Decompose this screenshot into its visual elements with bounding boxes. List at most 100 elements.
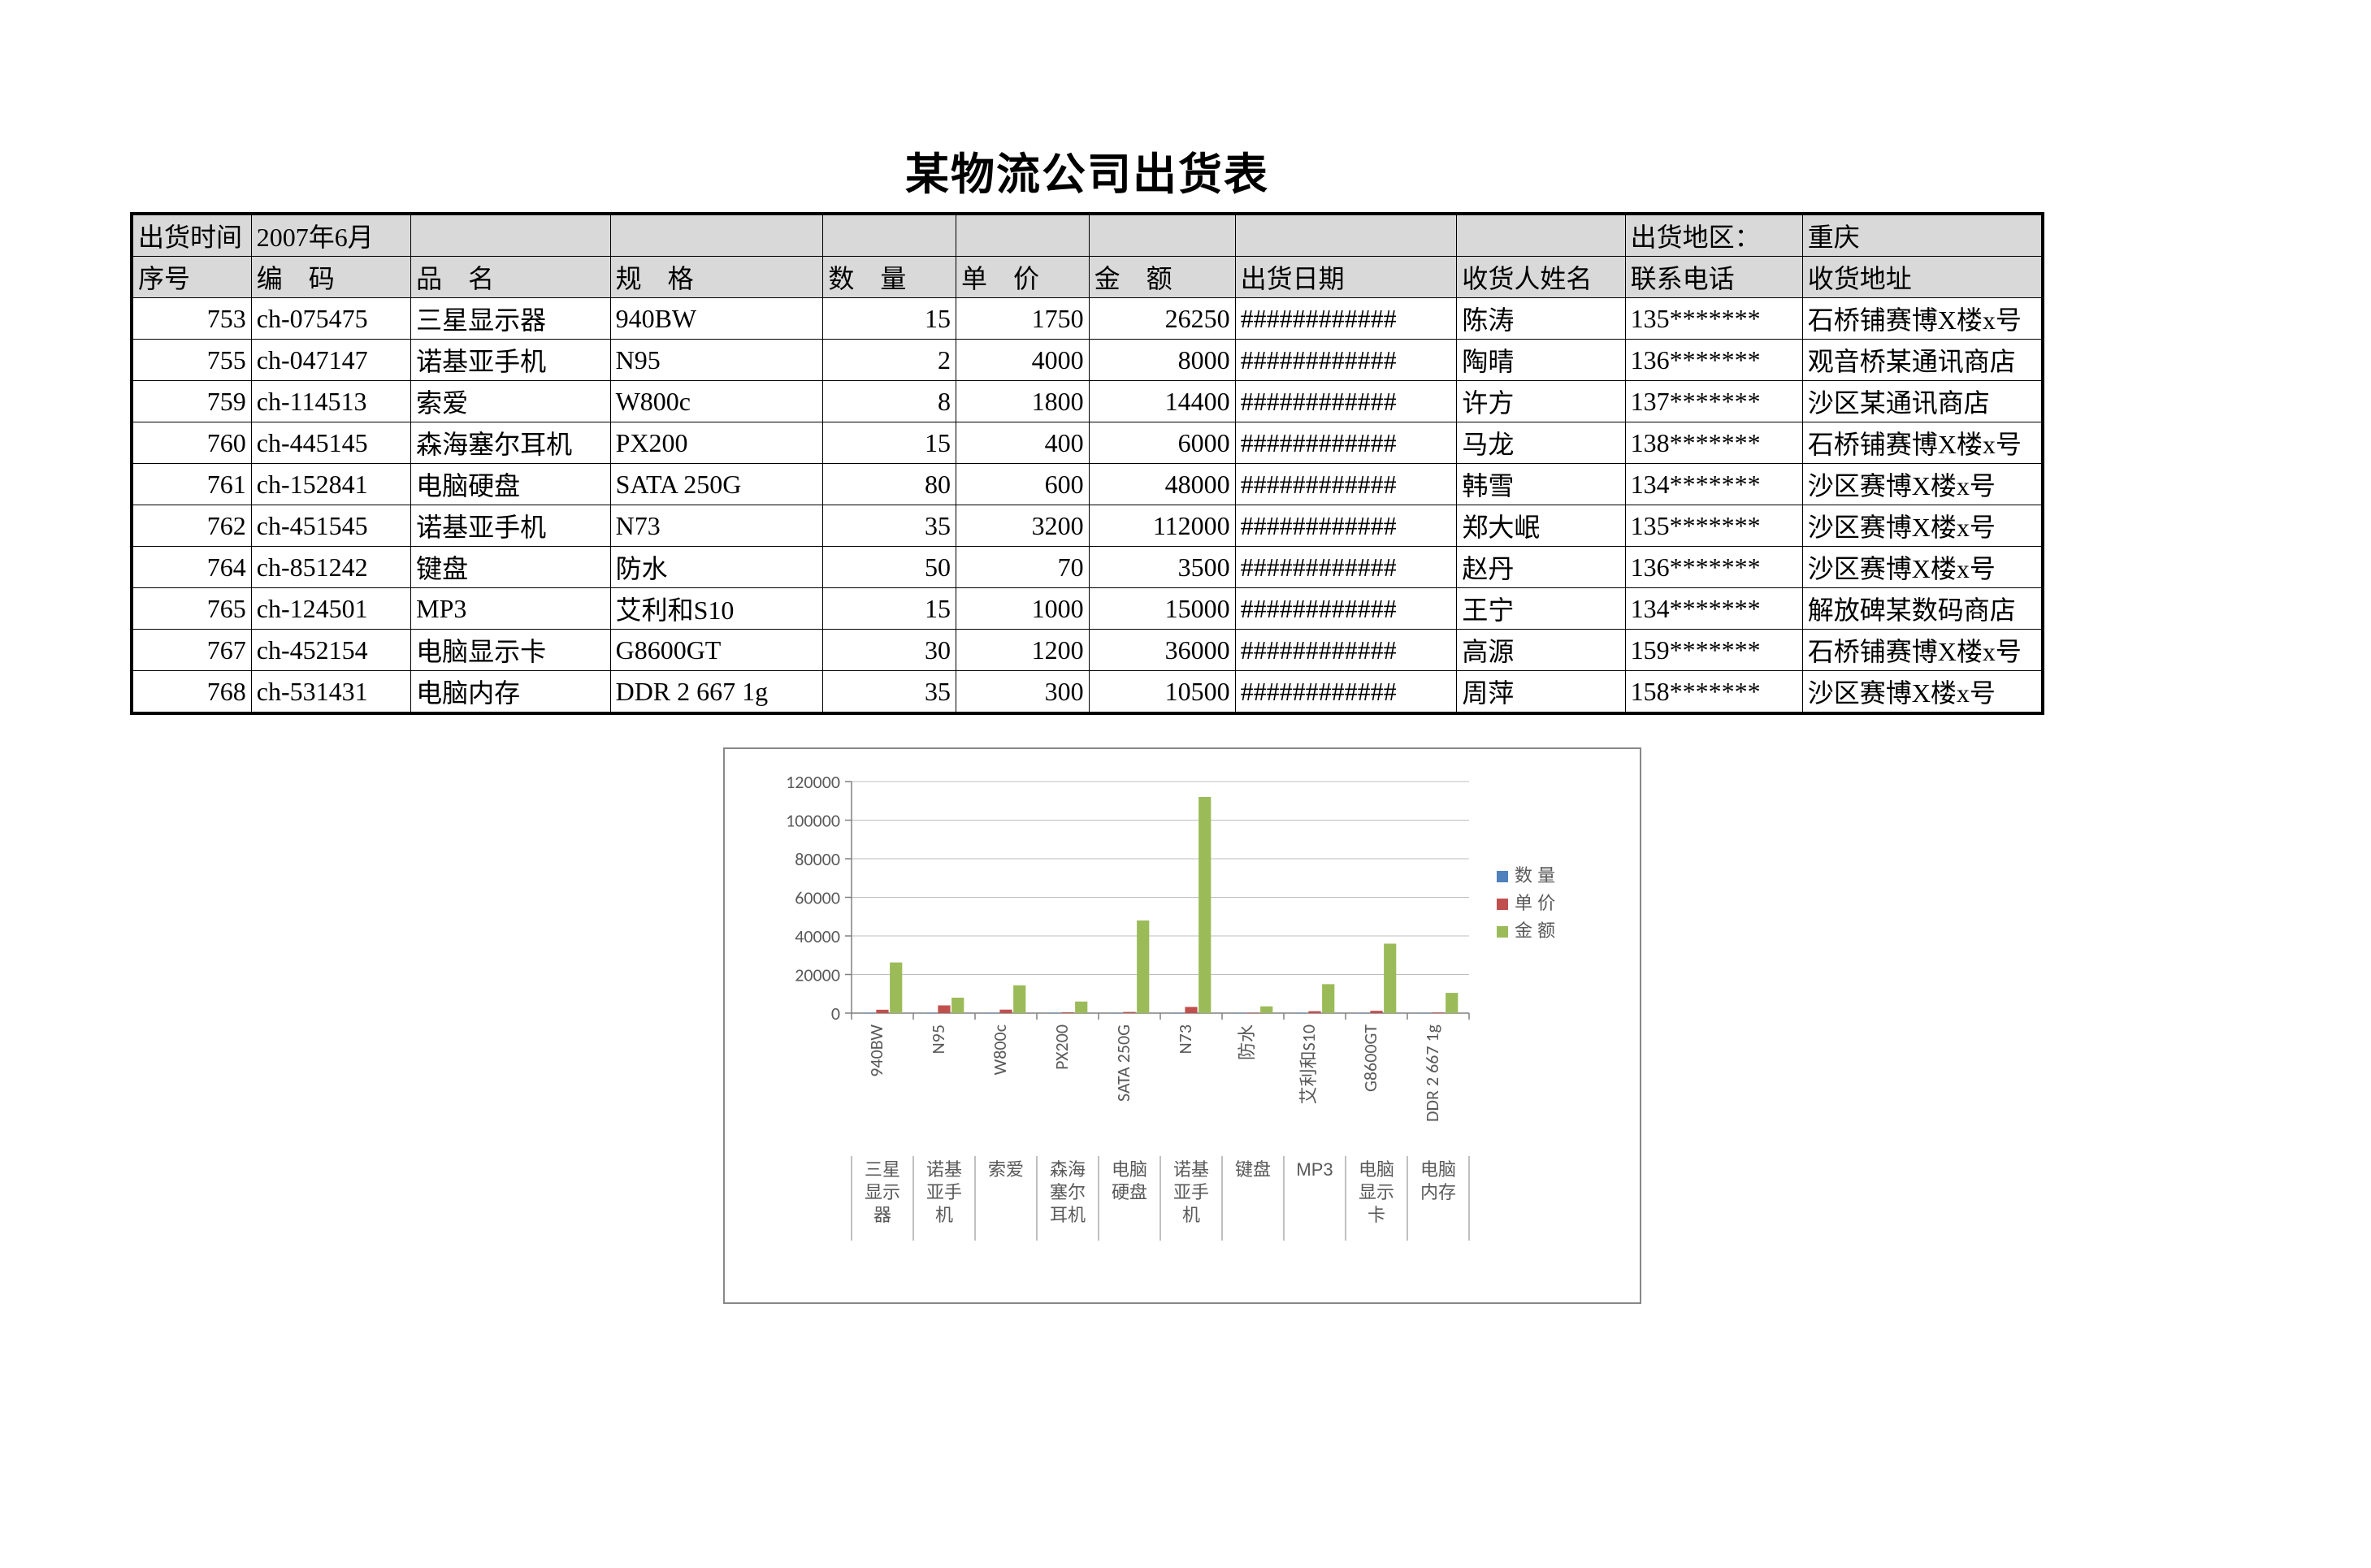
- svg-text:塞尔: 塞尔: [1050, 1182, 1086, 1202]
- cell: 2007年6月: [251, 214, 410, 257]
- cell: PX200: [610, 422, 823, 464]
- cell: 索爱: [411, 381, 610, 422]
- cell: 600: [956, 464, 1090, 505]
- cell: 6000: [1089, 422, 1235, 464]
- cell: 762: [132, 505, 251, 547]
- cell: 112000: [1089, 505, 1235, 547]
- cell: 石桥铺赛博X楼x号: [1802, 422, 2043, 464]
- cell: 序号: [132, 257, 251, 298]
- svg-text:数 量: 数 量: [1515, 865, 1555, 886]
- svg-text:电脑: 电脑: [1359, 1159, 1394, 1180]
- cell: DDR 2 667 1g: [610, 671, 823, 714]
- cell: 1800: [956, 381, 1090, 422]
- cell: [1089, 214, 1235, 257]
- cell: 单 价: [956, 257, 1090, 298]
- cell: 136*******: [1625, 340, 1802, 381]
- cell: 2: [823, 340, 956, 381]
- cell: 沙区赛博X楼x号: [1802, 505, 2043, 547]
- cell: 136*******: [1625, 547, 1802, 588]
- svg-text:G8600GT: G8600GT: [1359, 1024, 1381, 1092]
- svg-text:电脑: 电脑: [1420, 1159, 1456, 1180]
- cell: 135*******: [1625, 298, 1802, 340]
- cell: 15: [823, 422, 956, 464]
- cell: N95: [610, 340, 823, 381]
- svg-text:索爱: 索爱: [988, 1159, 1024, 1180]
- cell: 35: [823, 671, 956, 714]
- cell: 764: [132, 547, 251, 588]
- chart-container: 020000400006000080000100000120000940BWN9…: [723, 747, 1641, 1304]
- cell: ############: [1235, 340, 1457, 381]
- cell: 753: [132, 298, 251, 340]
- svg-text:940BW: 940BW: [865, 1024, 887, 1077]
- svg-text:键盘: 键盘: [1235, 1159, 1271, 1180]
- svg-text:60000: 60000: [795, 887, 840, 909]
- svg-text:森海: 森海: [1050, 1159, 1086, 1180]
- svg-text:20000: 20000: [795, 964, 840, 986]
- svg-text:W800c: W800c: [989, 1024, 1011, 1075]
- cell: 金 额: [1089, 257, 1235, 298]
- svg-text:PX200: PX200: [1051, 1024, 1073, 1070]
- cell: 4000: [956, 340, 1090, 381]
- cell: 158*******: [1625, 671, 1802, 714]
- cell: 70: [956, 547, 1090, 588]
- svg-text:防水: 防水: [1236, 1024, 1258, 1060]
- svg-text:N95: N95: [927, 1024, 949, 1055]
- cell: ch-114513: [251, 381, 410, 422]
- cell: 收货人姓名: [1457, 257, 1625, 298]
- cell: 规 格: [610, 257, 823, 298]
- cell: 观音桥某通讯商店: [1802, 340, 2043, 381]
- cell: ############: [1235, 505, 1457, 547]
- cell: 940BW: [610, 298, 823, 340]
- cell: 出货地区：: [1625, 214, 1802, 257]
- cell: 1200: [956, 630, 1090, 671]
- cell: 759: [132, 381, 251, 422]
- cell: 765: [132, 588, 251, 630]
- cell: G8600GT: [610, 630, 823, 671]
- cell: 收货地址: [1802, 257, 2043, 298]
- cell: 联系电话: [1625, 257, 1802, 298]
- cell: 石桥铺赛博X楼x号: [1802, 298, 2043, 340]
- cell: 300: [956, 671, 1090, 714]
- svg-text:亚手: 亚手: [1173, 1182, 1209, 1202]
- cell: 马龙: [1457, 422, 1625, 464]
- cell: 编 码: [251, 257, 410, 298]
- cell: ############: [1235, 298, 1457, 340]
- svg-text:80000: 80000: [795, 848, 840, 870]
- cell: 159*******: [1625, 630, 1802, 671]
- cell: 键盘: [411, 547, 610, 588]
- cell: 760: [132, 422, 251, 464]
- cell: ch-452154: [251, 630, 410, 671]
- cell: 沙区赛博X楼x号: [1802, 547, 2043, 588]
- cell: 王宁: [1457, 588, 1625, 630]
- cell: 15: [823, 588, 956, 630]
- cell: 8000: [1089, 340, 1235, 381]
- svg-text:显示: 显示: [1359, 1182, 1394, 1202]
- cell: 80: [823, 464, 956, 505]
- cell: SATA 250G: [610, 464, 823, 505]
- svg-text:MP3: MP3: [1296, 1159, 1333, 1180]
- cell: 138*******: [1625, 422, 1802, 464]
- cell: 电脑显示卡: [411, 630, 610, 671]
- cell: 48000: [1089, 464, 1235, 505]
- cell: 重庆: [1802, 214, 2043, 257]
- cell: 数 量: [823, 257, 956, 298]
- cell: 10500: [1089, 671, 1235, 714]
- svg-text:100000: 100000: [786, 810, 840, 832]
- cell: ch-075475: [251, 298, 410, 340]
- svg-text:120000: 120000: [786, 771, 840, 793]
- cell: 解放碑某数码商店: [1802, 588, 2043, 630]
- cell: 郑大岷: [1457, 505, 1625, 547]
- cell: W800c: [610, 381, 823, 422]
- svg-text:亚手: 亚手: [926, 1182, 962, 1202]
- svg-text:器: 器: [873, 1205, 891, 1225]
- cell: 陶晴: [1457, 340, 1625, 381]
- cell: ch-531431: [251, 671, 410, 714]
- cell: ch-451545: [251, 505, 410, 547]
- cell: 134*******: [1625, 464, 1802, 505]
- cell: 诺基亚手机: [411, 340, 610, 381]
- svg-text:艾利和S10: 艾利和S10: [1298, 1024, 1320, 1104]
- svg-text:硬盘: 硬盘: [1112, 1182, 1147, 1202]
- cell: 755: [132, 340, 251, 381]
- cell: 韩雪: [1457, 464, 1625, 505]
- svg-text:DDR 2 667 1g: DDR 2 667 1g: [1421, 1024, 1443, 1122]
